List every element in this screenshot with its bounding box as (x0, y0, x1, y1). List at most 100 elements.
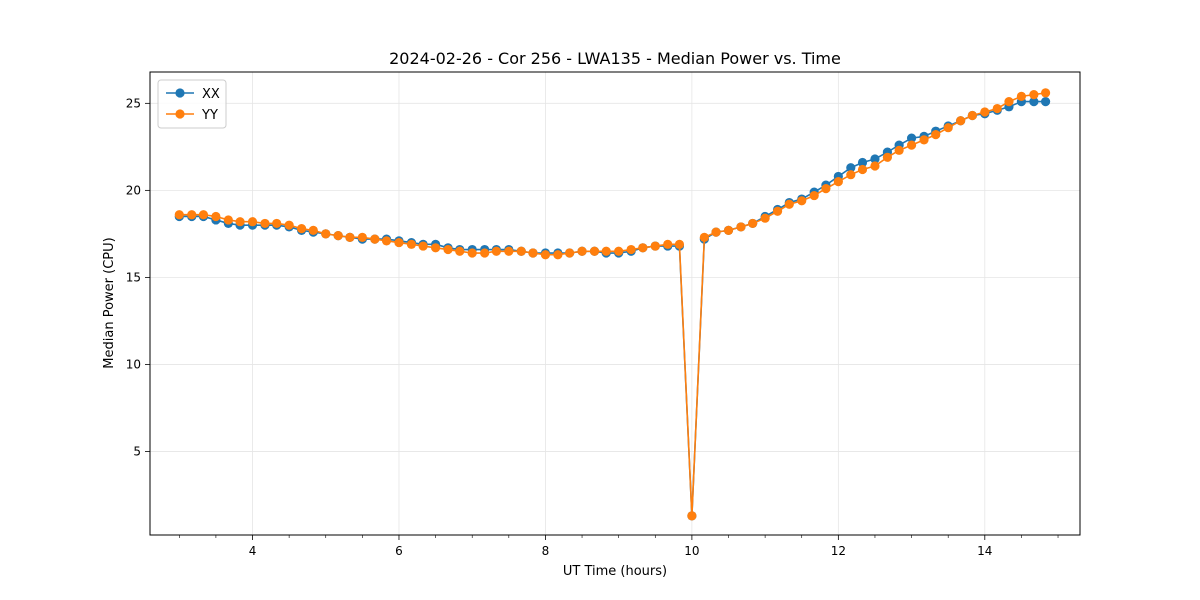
grid-lines (150, 72, 1080, 535)
data-point-yy (809, 190, 819, 201)
data-point-yy (418, 241, 428, 251)
data-point-yy (711, 227, 721, 237)
data-point-yy (1004, 96, 1014, 107)
legend-marker-yy (175, 109, 185, 119)
data-point-yy (504, 246, 514, 256)
data-point-xx (1040, 96, 1051, 107)
data-point-yy (870, 161, 880, 171)
data-point-yy (198, 210, 209, 220)
data-point-yy (174, 210, 184, 220)
data-point-yy (284, 220, 294, 230)
data-point-xx (857, 157, 868, 168)
data-point-yy (663, 239, 673, 249)
data-point-yy (748, 218, 758, 229)
data-point-yy (455, 246, 465, 256)
data-point-yy (626, 244, 636, 255)
data-point-yy (187, 210, 197, 220)
legend-box (157, 79, 227, 129)
y-tick-label: 20 (126, 183, 141, 197)
data-point-yy (321, 229, 331, 239)
plot-frame (149, 71, 1081, 536)
x-tick-label: 14 (977, 544, 992, 558)
y-tick-label: 25 (126, 96, 141, 110)
data-point-yy (882, 152, 893, 162)
data-point-yy (491, 246, 501, 256)
chart-title: 2024-02-26 - Cor 256 - LWA135 - Median P… (389, 49, 841, 68)
data-point-yy (833, 177, 843, 187)
data-point-yy (967, 110, 977, 121)
data-point-yy (1040, 88, 1051, 98)
data-point-yy (956, 116, 966, 126)
series-yy (174, 88, 1051, 521)
data-point-yy (564, 248, 575, 258)
legend-label-xx: XX (202, 87, 220, 102)
data-point-yy (601, 246, 611, 256)
legend-label-yy: YY (201, 108, 218, 123)
x-tick-label: 8 (542, 544, 550, 558)
data-point-yy (857, 164, 868, 175)
data-point-yy (528, 248, 538, 258)
data-point-yy (443, 244, 453, 255)
data-point-yy (784, 199, 794, 209)
data-point-yy (980, 107, 990, 117)
data-point-yy (992, 103, 1002, 114)
x-tick-label: 6 (395, 544, 403, 558)
data-point-yy (894, 145, 904, 155)
data-point-xx (1029, 96, 1039, 107)
data-point-yy (931, 130, 941, 140)
data-point-yy (430, 243, 441, 253)
data-point-yy (247, 217, 258, 227)
data-point-yy (211, 211, 221, 222)
data-point-yy (723, 225, 734, 235)
y-axis-label: Median Power (CPU) (102, 237, 117, 368)
data-point-yy (943, 123, 953, 133)
data-point-yy (614, 246, 624, 256)
y-tick-label: 5 (133, 444, 141, 458)
data-point-yy (846, 170, 856, 180)
data-point-yy (223, 215, 233, 225)
data-point-yy (638, 243, 648, 253)
data-point-yy (516, 246, 526, 256)
data-point-yy (357, 232, 367, 242)
data-point-yy (394, 237, 404, 248)
data-point-yy (333, 231, 343, 241)
data-point-yy (381, 236, 392, 246)
data-point-yy (540, 250, 551, 260)
x-tick-label: 10 (684, 544, 699, 558)
data-point-yy (699, 232, 709, 242)
data-point-yy (919, 135, 929, 145)
data-point-yy (235, 217, 245, 227)
y-tick-label: 15 (126, 270, 141, 284)
data-point-yy (687, 511, 697, 521)
x-tick-label: 4 (249, 544, 257, 558)
data-point-yy (674, 239, 685, 249)
data-point-yy (577, 246, 587, 256)
data-point-yy (772, 206, 783, 216)
legend: XX YY (157, 79, 227, 129)
data-point-yy (345, 232, 355, 242)
data-point-yy (589, 246, 600, 256)
data-point-yy (553, 250, 563, 260)
data-point-yy (370, 234, 380, 244)
data-point-yy (260, 218, 270, 229)
data-point-yy (1029, 90, 1039, 100)
data-point-xx (870, 154, 880, 164)
plot-series (174, 88, 1051, 521)
data-point-yy (308, 225, 318, 235)
data-point-yy (480, 248, 490, 258)
data-point-xx (906, 133, 917, 143)
data-point-yy (906, 140, 917, 150)
data-point-yy (272, 218, 282, 229)
data-point-yy (1016, 91, 1027, 101)
data-point-yy (736, 222, 746, 232)
y-tick-label: 10 (126, 357, 141, 371)
data-point-yy (821, 184, 831, 194)
data-point-yy (650, 241, 660, 251)
axes: 4 6 8 10 12 14 5 10 15 20 25 (126, 71, 1081, 558)
x-axis-label: UT Time (hours) (563, 564, 667, 579)
data-point-xx (846, 163, 856, 173)
data-point-yy (467, 248, 477, 258)
data-point-yy (406, 239, 417, 249)
